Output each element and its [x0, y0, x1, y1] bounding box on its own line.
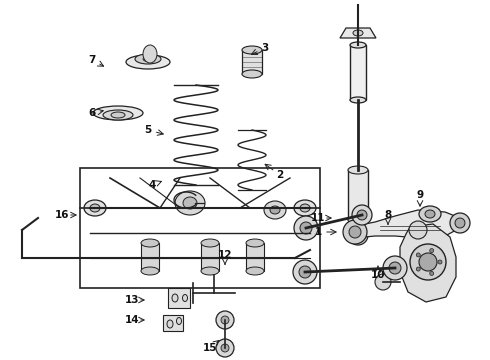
Text: 10: 10 — [371, 270, 385, 280]
Ellipse shape — [350, 42, 366, 48]
Ellipse shape — [349, 226, 361, 238]
Polygon shape — [340, 28, 376, 38]
Bar — [246, 243, 264, 271]
Ellipse shape — [143, 45, 157, 63]
Bar — [141, 243, 159, 271]
Ellipse shape — [430, 249, 434, 253]
Ellipse shape — [175, 191, 205, 215]
Bar — [80, 168, 320, 288]
Text: 5: 5 — [145, 125, 151, 135]
Ellipse shape — [270, 206, 280, 214]
Ellipse shape — [264, 201, 286, 219]
Text: 15: 15 — [203, 343, 217, 353]
Ellipse shape — [430, 271, 434, 275]
Ellipse shape — [419, 253, 437, 271]
Bar — [242, 50, 262, 74]
Text: 7: 7 — [88, 55, 96, 65]
Ellipse shape — [126, 55, 170, 69]
Text: 3: 3 — [261, 43, 269, 53]
Ellipse shape — [409, 221, 427, 239]
Ellipse shape — [216, 339, 234, 357]
Text: 4: 4 — [148, 180, 156, 190]
Ellipse shape — [416, 253, 420, 257]
Ellipse shape — [300, 222, 312, 234]
Bar — [163, 315, 183, 331]
Ellipse shape — [84, 200, 106, 216]
Ellipse shape — [375, 274, 391, 290]
Text: 6: 6 — [88, 108, 96, 118]
Ellipse shape — [90, 204, 100, 212]
Ellipse shape — [111, 112, 125, 118]
Bar — [350, 45, 366, 100]
Ellipse shape — [455, 218, 465, 228]
Ellipse shape — [172, 294, 178, 302]
Ellipse shape — [348, 225, 368, 245]
Ellipse shape — [350, 97, 366, 103]
Ellipse shape — [135, 54, 161, 64]
Polygon shape — [400, 224, 456, 302]
Bar — [168, 288, 190, 308]
Text: 2: 2 — [276, 170, 284, 180]
Ellipse shape — [419, 206, 441, 222]
Ellipse shape — [343, 220, 367, 244]
Ellipse shape — [410, 244, 446, 280]
Ellipse shape — [103, 110, 133, 120]
Text: 12: 12 — [218, 250, 232, 260]
Ellipse shape — [294, 200, 316, 216]
Ellipse shape — [416, 267, 420, 271]
Ellipse shape — [357, 210, 367, 220]
Text: 9: 9 — [416, 190, 423, 200]
Bar — [201, 243, 219, 271]
Ellipse shape — [353, 230, 363, 240]
Ellipse shape — [438, 260, 442, 264]
Text: 14: 14 — [124, 315, 139, 325]
Ellipse shape — [353, 30, 363, 36]
Text: 11: 11 — [311, 213, 325, 223]
Text: 13: 13 — [125, 295, 139, 305]
Ellipse shape — [176, 318, 181, 324]
Polygon shape — [355, 210, 460, 238]
Text: 8: 8 — [384, 210, 392, 220]
Ellipse shape — [216, 311, 234, 329]
Ellipse shape — [221, 316, 229, 324]
Ellipse shape — [294, 216, 318, 240]
Ellipse shape — [183, 197, 197, 209]
Ellipse shape — [93, 106, 143, 120]
Ellipse shape — [293, 260, 317, 284]
Ellipse shape — [300, 204, 310, 212]
Ellipse shape — [246, 239, 264, 247]
Ellipse shape — [141, 267, 159, 275]
Ellipse shape — [242, 46, 262, 54]
Ellipse shape — [201, 267, 219, 275]
Ellipse shape — [182, 294, 188, 302]
Ellipse shape — [141, 239, 159, 247]
Ellipse shape — [246, 267, 264, 275]
Ellipse shape — [167, 320, 173, 328]
Text: 1: 1 — [315, 227, 321, 237]
Ellipse shape — [143, 57, 153, 62]
Ellipse shape — [425, 210, 435, 218]
Ellipse shape — [201, 239, 219, 247]
Ellipse shape — [299, 266, 311, 278]
Ellipse shape — [221, 344, 229, 352]
Text: 16: 16 — [55, 210, 69, 220]
Bar — [348, 170, 368, 220]
Ellipse shape — [348, 216, 368, 224]
Ellipse shape — [242, 70, 262, 78]
Ellipse shape — [348, 166, 368, 174]
Ellipse shape — [450, 213, 470, 233]
Ellipse shape — [383, 256, 407, 280]
Ellipse shape — [352, 205, 372, 225]
Ellipse shape — [389, 262, 401, 274]
